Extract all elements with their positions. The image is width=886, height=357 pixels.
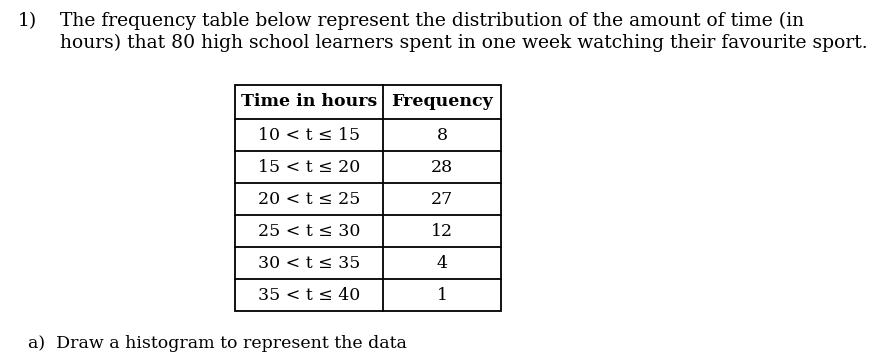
Text: The frequency table below represent the distribution of the amount of time (in: The frequency table below represent the … [60, 12, 804, 30]
Text: 30 < t ≤ 35: 30 < t ≤ 35 [258, 255, 361, 272]
Text: 1): 1) [18, 12, 37, 30]
Text: 27: 27 [431, 191, 453, 207]
Text: Frequency: Frequency [391, 94, 493, 111]
Text: hours) that 80 high school learners spent in one week watching their favourite s: hours) that 80 high school learners spen… [60, 34, 867, 52]
Bar [235, 85, 501, 311]
Text: a)  Draw a histogram to represent the data: a) Draw a histogram to represent the dat… [28, 335, 407, 352]
Text: Time in hours: Time in hours [241, 94, 377, 111]
Text: 15 < t ≤ 20: 15 < t ≤ 20 [258, 159, 360, 176]
Text: 1: 1 [437, 287, 447, 303]
Text: 20 < t ≤ 25: 20 < t ≤ 25 [258, 191, 361, 207]
Text: 8: 8 [437, 126, 447, 144]
Text: 12: 12 [431, 222, 453, 240]
Text: 35 < t ≤ 40: 35 < t ≤ 40 [258, 287, 360, 303]
Text: 25 < t ≤ 30: 25 < t ≤ 30 [258, 222, 361, 240]
Text: 4: 4 [437, 255, 447, 272]
Text: 10 < t ≤ 15: 10 < t ≤ 15 [258, 126, 360, 144]
Text: 28: 28 [431, 159, 453, 176]
